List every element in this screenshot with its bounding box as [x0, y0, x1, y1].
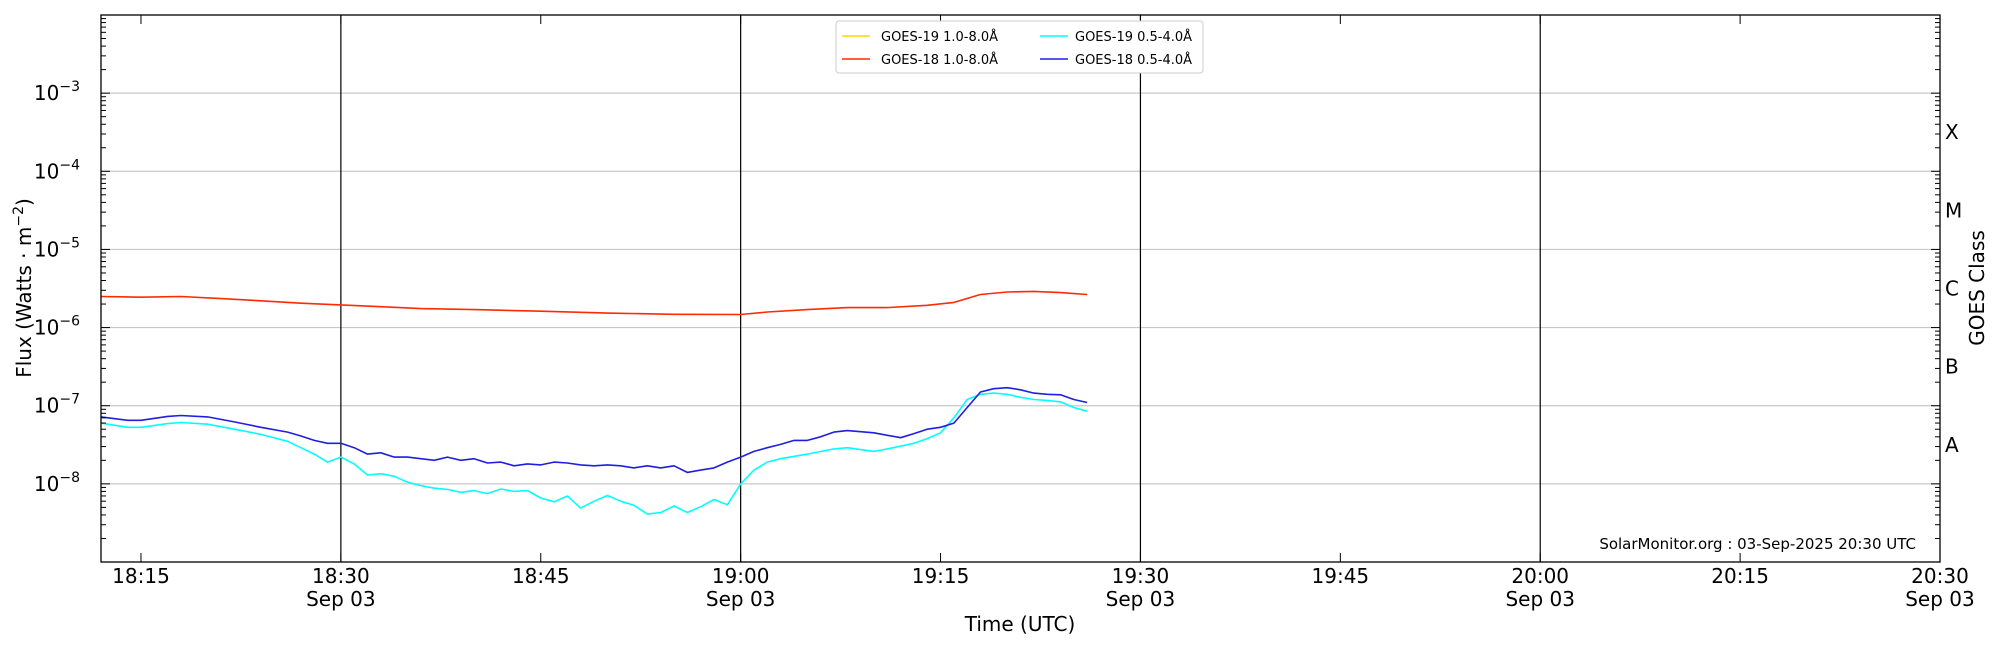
- y-tick-label: 10−7: [34, 392, 80, 418]
- horizontal-gridlines: [101, 92, 1940, 485]
- legend-label-goes19-long: GOES-19 1.0-8.0Å: [881, 29, 998, 45]
- goes-class-label: X: [1945, 120, 1959, 144]
- y-tick-exponent: −6: [59, 314, 80, 330]
- y-tick-label: 10−6: [34, 314, 80, 340]
- x-tick-label: 20:30: [1911, 564, 1969, 588]
- credit-text: SolarMonitor.org : 03-Sep-2025 20:30 UTC: [1599, 535, 1916, 553]
- goes-class-label: A: [1945, 433, 1959, 457]
- y-axis-label-main: Flux (Watts · m: [12, 227, 36, 378]
- y-tick-exponent: −4: [59, 157, 80, 173]
- x-axis-label: Time (UTC): [964, 612, 1076, 636]
- y-axis-label-close: ): [12, 198, 36, 206]
- x-tick-label: 20:15: [1711, 564, 1769, 588]
- axis-ticks: [101, 15, 1941, 563]
- series-line: [100, 290, 1088, 316]
- y-tick-exponent: −8: [59, 470, 80, 486]
- x-tick-label: 19:45: [1312, 564, 1370, 588]
- x-tick-label: 20:00: [1511, 564, 1569, 588]
- x-tick-label: 19:15: [912, 564, 970, 588]
- x-tick-date-label: Sep 03: [1106, 587, 1176, 611]
- y-tick-base: 10: [34, 472, 59, 496]
- series-line: [100, 386, 1088, 474]
- legend-label-goes18-short: GOES-18 0.5-4.0Å: [1075, 52, 1192, 68]
- chart-legend: GOES-19 1.0-8.0Å GOES-19 0.5-4.0Å GOES-1…: [835, 20, 1204, 74]
- y-tick-base: 10: [34, 81, 59, 105]
- goes-class-axis-label: GOES Class: [1965, 230, 1989, 346]
- date-marker-lines: [340, 15, 1541, 562]
- y-axis-label: Flux (Watts · m−2): [11, 198, 36, 378]
- x-tick-date-label: Sep 03: [706, 587, 776, 611]
- y-tick-label: 10−4: [34, 157, 80, 183]
- goes-class-label: M: [1945, 198, 1962, 222]
- flux-series: [100, 290, 1088, 515]
- legend-label-goes19-short: GOES-19 0.5-4.0Å: [1075, 29, 1192, 45]
- y-tick-base: 10: [34, 316, 59, 340]
- x-tick-date-label: Sep 03: [1905, 587, 1975, 611]
- goes-class-label: C: [1945, 277, 1959, 301]
- y-tick-base: 10: [34, 394, 59, 418]
- x-tick-date-label: Sep 03: [1505, 587, 1575, 611]
- y-tick-label: 10−5: [34, 235, 80, 261]
- series-line: [100, 392, 1088, 515]
- x-tick-label: 19:00: [712, 564, 770, 588]
- y-tick-label: 10−3: [34, 79, 80, 105]
- x-tick-label: 18:45: [512, 564, 570, 588]
- x-tick-label: 18:30: [312, 564, 370, 588]
- y-tick-label: 10−8: [34, 470, 80, 496]
- y-tick-exponent: −5: [59, 235, 80, 251]
- x-tick-label: 18:15: [112, 564, 170, 588]
- plot-frame: [100, 14, 1941, 563]
- legend-label-goes18-long: GOES-18 1.0-8.0Å: [881, 52, 998, 68]
- x-tick-label: 19:30: [1112, 564, 1170, 588]
- y-tick-exponent: −7: [59, 392, 80, 408]
- legend-box: [835, 20, 1204, 74]
- y-axis-label-exponent: −2: [11, 206, 27, 227]
- goes-class-label: B: [1945, 355, 1959, 379]
- y-tick-base: 10: [34, 237, 59, 261]
- y-tick-exponent: −3: [59, 79, 80, 95]
- y-tick-base: 10: [34, 159, 59, 183]
- x-tick-date-label: Sep 03: [306, 587, 376, 611]
